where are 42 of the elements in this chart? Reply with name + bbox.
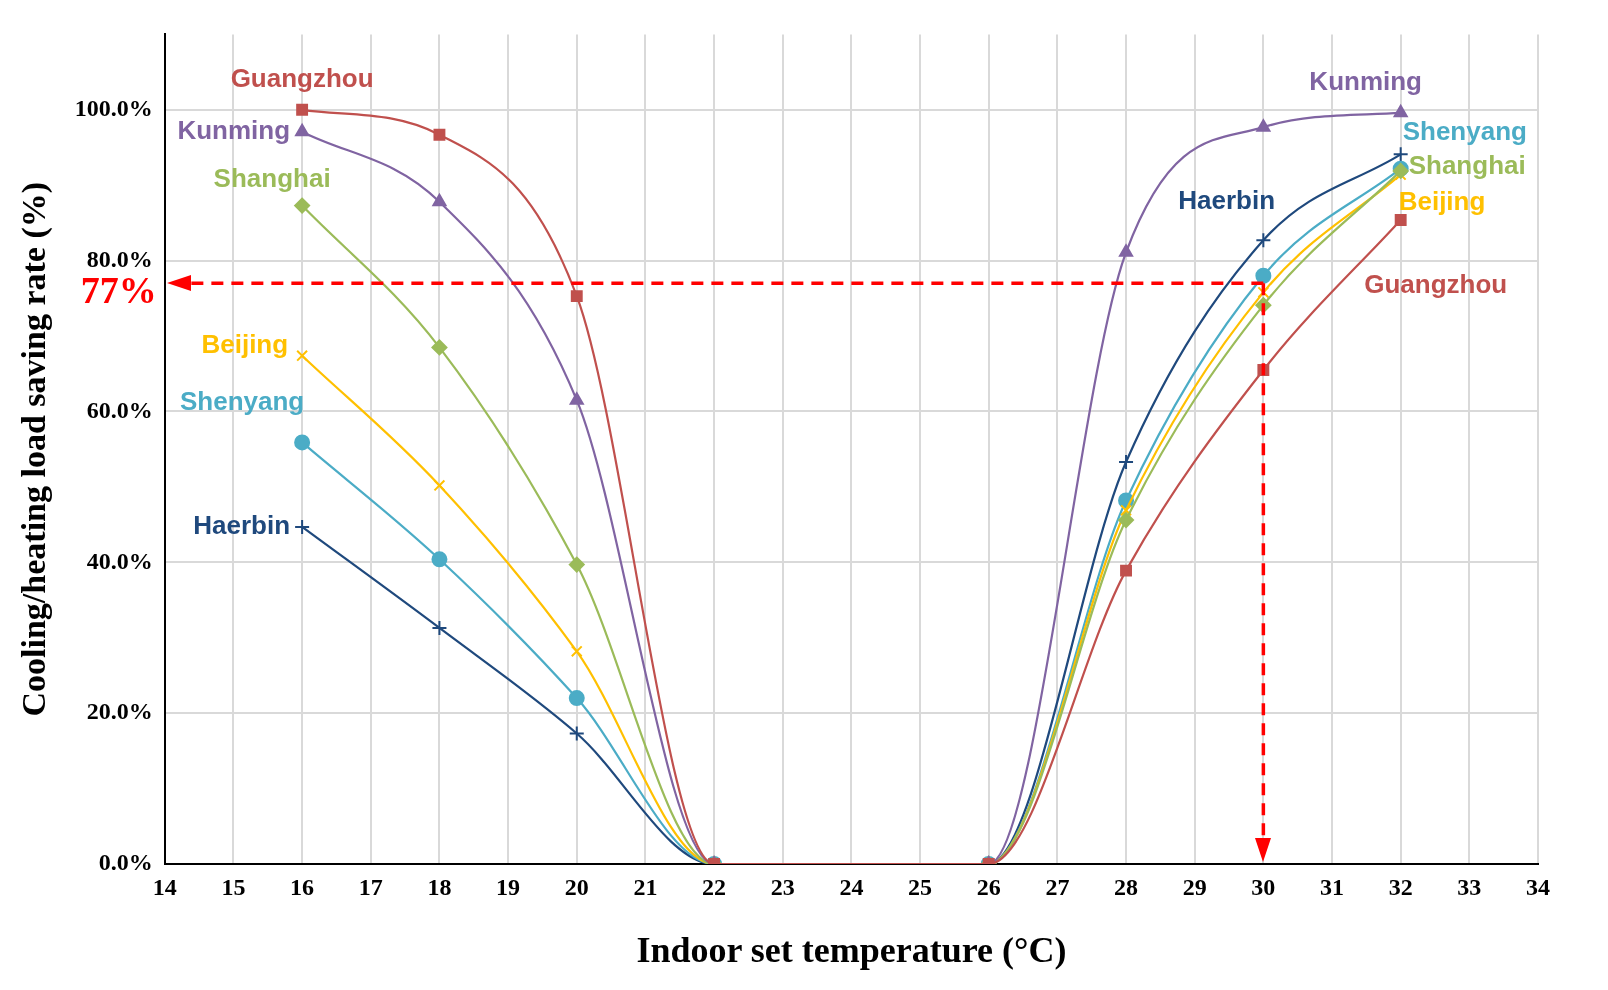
y-tick-label: 60.0%	[86, 396, 153, 423]
x-tick-label: 20	[564, 873, 589, 900]
text: Guangzhou	[230, 62, 374, 93]
y-tick-label: 80.0%	[86, 245, 153, 272]
text: Kunming	[1309, 66, 1423, 97]
x-tick-label: 28	[1114, 873, 1139, 900]
series-label: Kunming	[177, 114, 291, 145]
x-tick-label: 21	[633, 873, 658, 900]
y-tick-label: 100.0%	[74, 95, 153, 122]
y-tick-label: 40.0%	[86, 547, 153, 574]
x-tick-label: 14	[152, 873, 177, 900]
text: Shenyang	[179, 385, 305, 416]
x-tick-label: 26	[976, 873, 1001, 900]
y-axis-title: Cooling/heating load saving rate (%)	[15, 181, 54, 717]
x-tick-label: 15	[221, 873, 246, 900]
x-tick-label: 33	[1457, 873, 1482, 900]
y-tick-label: 20.0%	[86, 698, 153, 725]
x-tick-label: 17	[358, 873, 383, 900]
x-tick-label: 32	[1388, 873, 1413, 900]
x-tick-label: 31	[1320, 873, 1345, 900]
x-tick-label: 34	[1526, 873, 1550, 900]
text: Shanghai	[213, 162, 331, 193]
x-tick-label: 25	[908, 873, 933, 900]
series-label: Haerbin	[193, 510, 291, 541]
x-tick-label: 27	[1045, 873, 1070, 900]
series-label: Beijing	[1398, 185, 1486, 216]
x-tick-label: 30	[1251, 873, 1276, 900]
ref-line-label: 77%	[80, 269, 157, 312]
series-label: Shenyang	[1402, 115, 1527, 146]
x-tick-label: 19	[496, 873, 521, 900]
x-tick-label: 18	[427, 873, 452, 900]
y-tick-label: 0.0%	[98, 849, 153, 876]
x-tick-label: 24	[839, 873, 864, 900]
x-tick-label: 23	[770, 873, 795, 900]
text: Haerbin	[1178, 185, 1276, 216]
series-label: Shanghai	[1408, 150, 1526, 181]
text: Beijing	[201, 328, 289, 359]
x-tick-label: 16	[290, 873, 315, 900]
x-tick-label: 29	[1182, 873, 1207, 900]
series-label: Guangzhou	[1364, 269, 1508, 300]
x-tick-label: 22	[702, 873, 727, 900]
x-axis-title: Indoor set temperature (°C)	[636, 929, 1067, 970]
